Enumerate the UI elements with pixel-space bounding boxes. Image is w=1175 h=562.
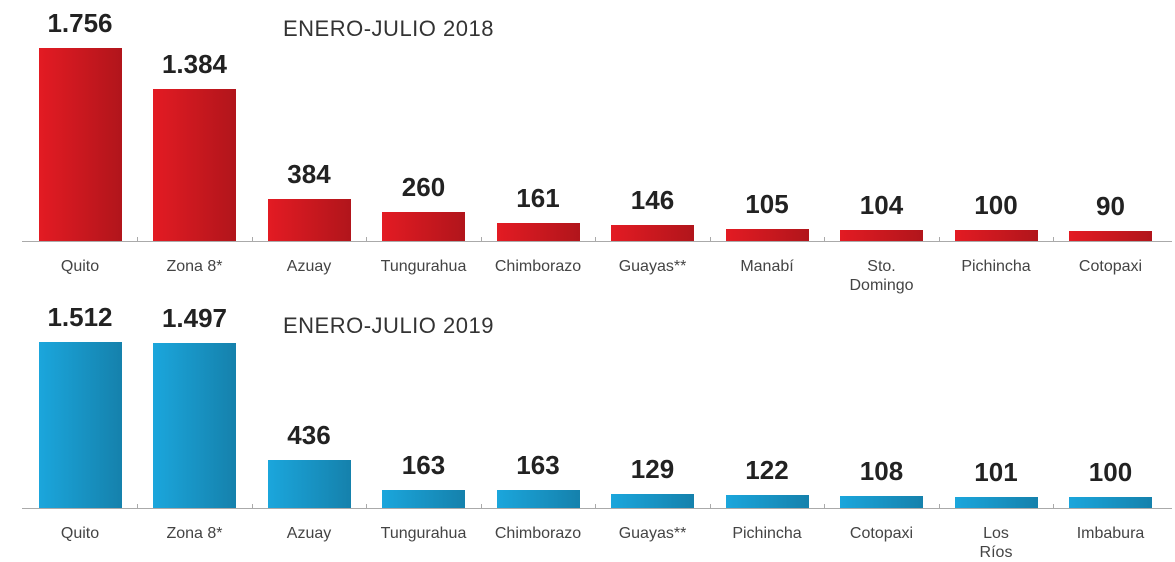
bar <box>954 230 1038 241</box>
x-tick-label: Los Ríos <box>979 525 1013 561</box>
bar <box>153 343 236 508</box>
bar <box>153 88 236 241</box>
bar <box>611 224 694 241</box>
tick-mark <box>251 504 253 509</box>
tick-mark <box>1053 504 1055 509</box>
tick-mark <box>595 504 597 509</box>
value-label: 163 <box>516 450 560 481</box>
value-label: 1.497 <box>161 303 228 334</box>
value-label: 1.756 <box>47 8 113 38</box>
bar <box>954 496 1038 508</box>
value-label: 101 <box>974 456 1018 487</box>
bar <box>725 494 809 508</box>
tick-mark <box>709 504 711 509</box>
value-label: 122 <box>745 454 789 485</box>
value-label: 260 <box>401 172 446 203</box>
x-tick-label: Cotopaxi <box>1078 258 1143 275</box>
bar <box>840 229 923 241</box>
chart-title: ENERO-JULIO 2019 <box>283 313 494 338</box>
x-tick-label: Zona 8* <box>166 525 223 542</box>
x-tick-label: Pichincha <box>732 525 802 542</box>
value-label: 384 <box>287 158 331 189</box>
value-label: 163 <box>401 450 446 481</box>
value-label: 100 <box>1088 457 1133 487</box>
chart-title: ENERO-JULIO 2018 <box>283 16 494 41</box>
value-label: 100 <box>974 190 1018 220</box>
bar <box>382 212 465 241</box>
x-tick-label: Tungurahua <box>380 525 467 542</box>
x-tick-label: Azuay <box>286 258 332 275</box>
bar <box>382 490 465 508</box>
bar <box>38 341 122 508</box>
bar <box>267 198 351 241</box>
x-tick-label: Tungurahua <box>380 258 467 275</box>
tick-mark <box>366 504 368 509</box>
value-label: 108 <box>859 456 904 487</box>
tick-mark <box>251 237 253 242</box>
x-tick-label: Quito <box>60 525 100 542</box>
value-label: 436 <box>287 420 331 451</box>
x-tick-label: Guayas** <box>618 525 687 542</box>
x-tick-label: Guayas** <box>618 258 687 275</box>
bar <box>725 229 809 241</box>
tick-mark <box>366 237 368 242</box>
tick-mark <box>480 504 482 509</box>
tick-mark <box>137 237 139 242</box>
tick-mark <box>1053 237 1055 242</box>
bar <box>1069 497 1152 508</box>
tick-mark <box>824 504 826 509</box>
bar <box>496 223 580 241</box>
axis-line <box>22 508 1172 509</box>
tick-mark <box>709 237 711 242</box>
value-label: 161 <box>516 183 560 214</box>
value-label: 90 <box>1096 191 1125 222</box>
value-label: 104 <box>859 189 904 220</box>
tick-mark <box>595 237 597 242</box>
x-tick-label: Chimborazo <box>494 258 582 275</box>
tick-mark <box>938 504 940 509</box>
x-tick-label: Manabí <box>740 258 794 275</box>
value-label: 146 <box>630 184 675 215</box>
value-label: 1.512 <box>47 301 113 332</box>
x-tick-label: Sto. Domingo <box>849 258 914 294</box>
value-label: 105 <box>745 189 789 220</box>
axis-line <box>22 241 1172 242</box>
tick-mark <box>137 504 139 509</box>
bar <box>38 48 122 241</box>
bar <box>840 496 923 508</box>
tick-mark <box>938 237 940 242</box>
x-tick-label: Imbabura <box>1076 525 1145 542</box>
value-label: 129 <box>630 453 675 484</box>
bar <box>267 460 351 508</box>
value-label: 1.384 <box>161 48 228 79</box>
x-tick-label: Quito <box>60 258 100 275</box>
x-tick-label: Chimborazo <box>494 525 582 542</box>
bar <box>1069 231 1152 241</box>
x-tick-label: Azuay <box>286 525 332 542</box>
bar <box>611 493 694 508</box>
x-tick-label: Zona 8* <box>166 258 223 275</box>
bar <box>496 490 580 508</box>
x-tick-label: Cotopaxi <box>849 525 914 542</box>
tick-mark <box>480 237 482 242</box>
tick-mark <box>824 237 826 242</box>
x-tick-label: Pichincha <box>961 258 1031 275</box>
